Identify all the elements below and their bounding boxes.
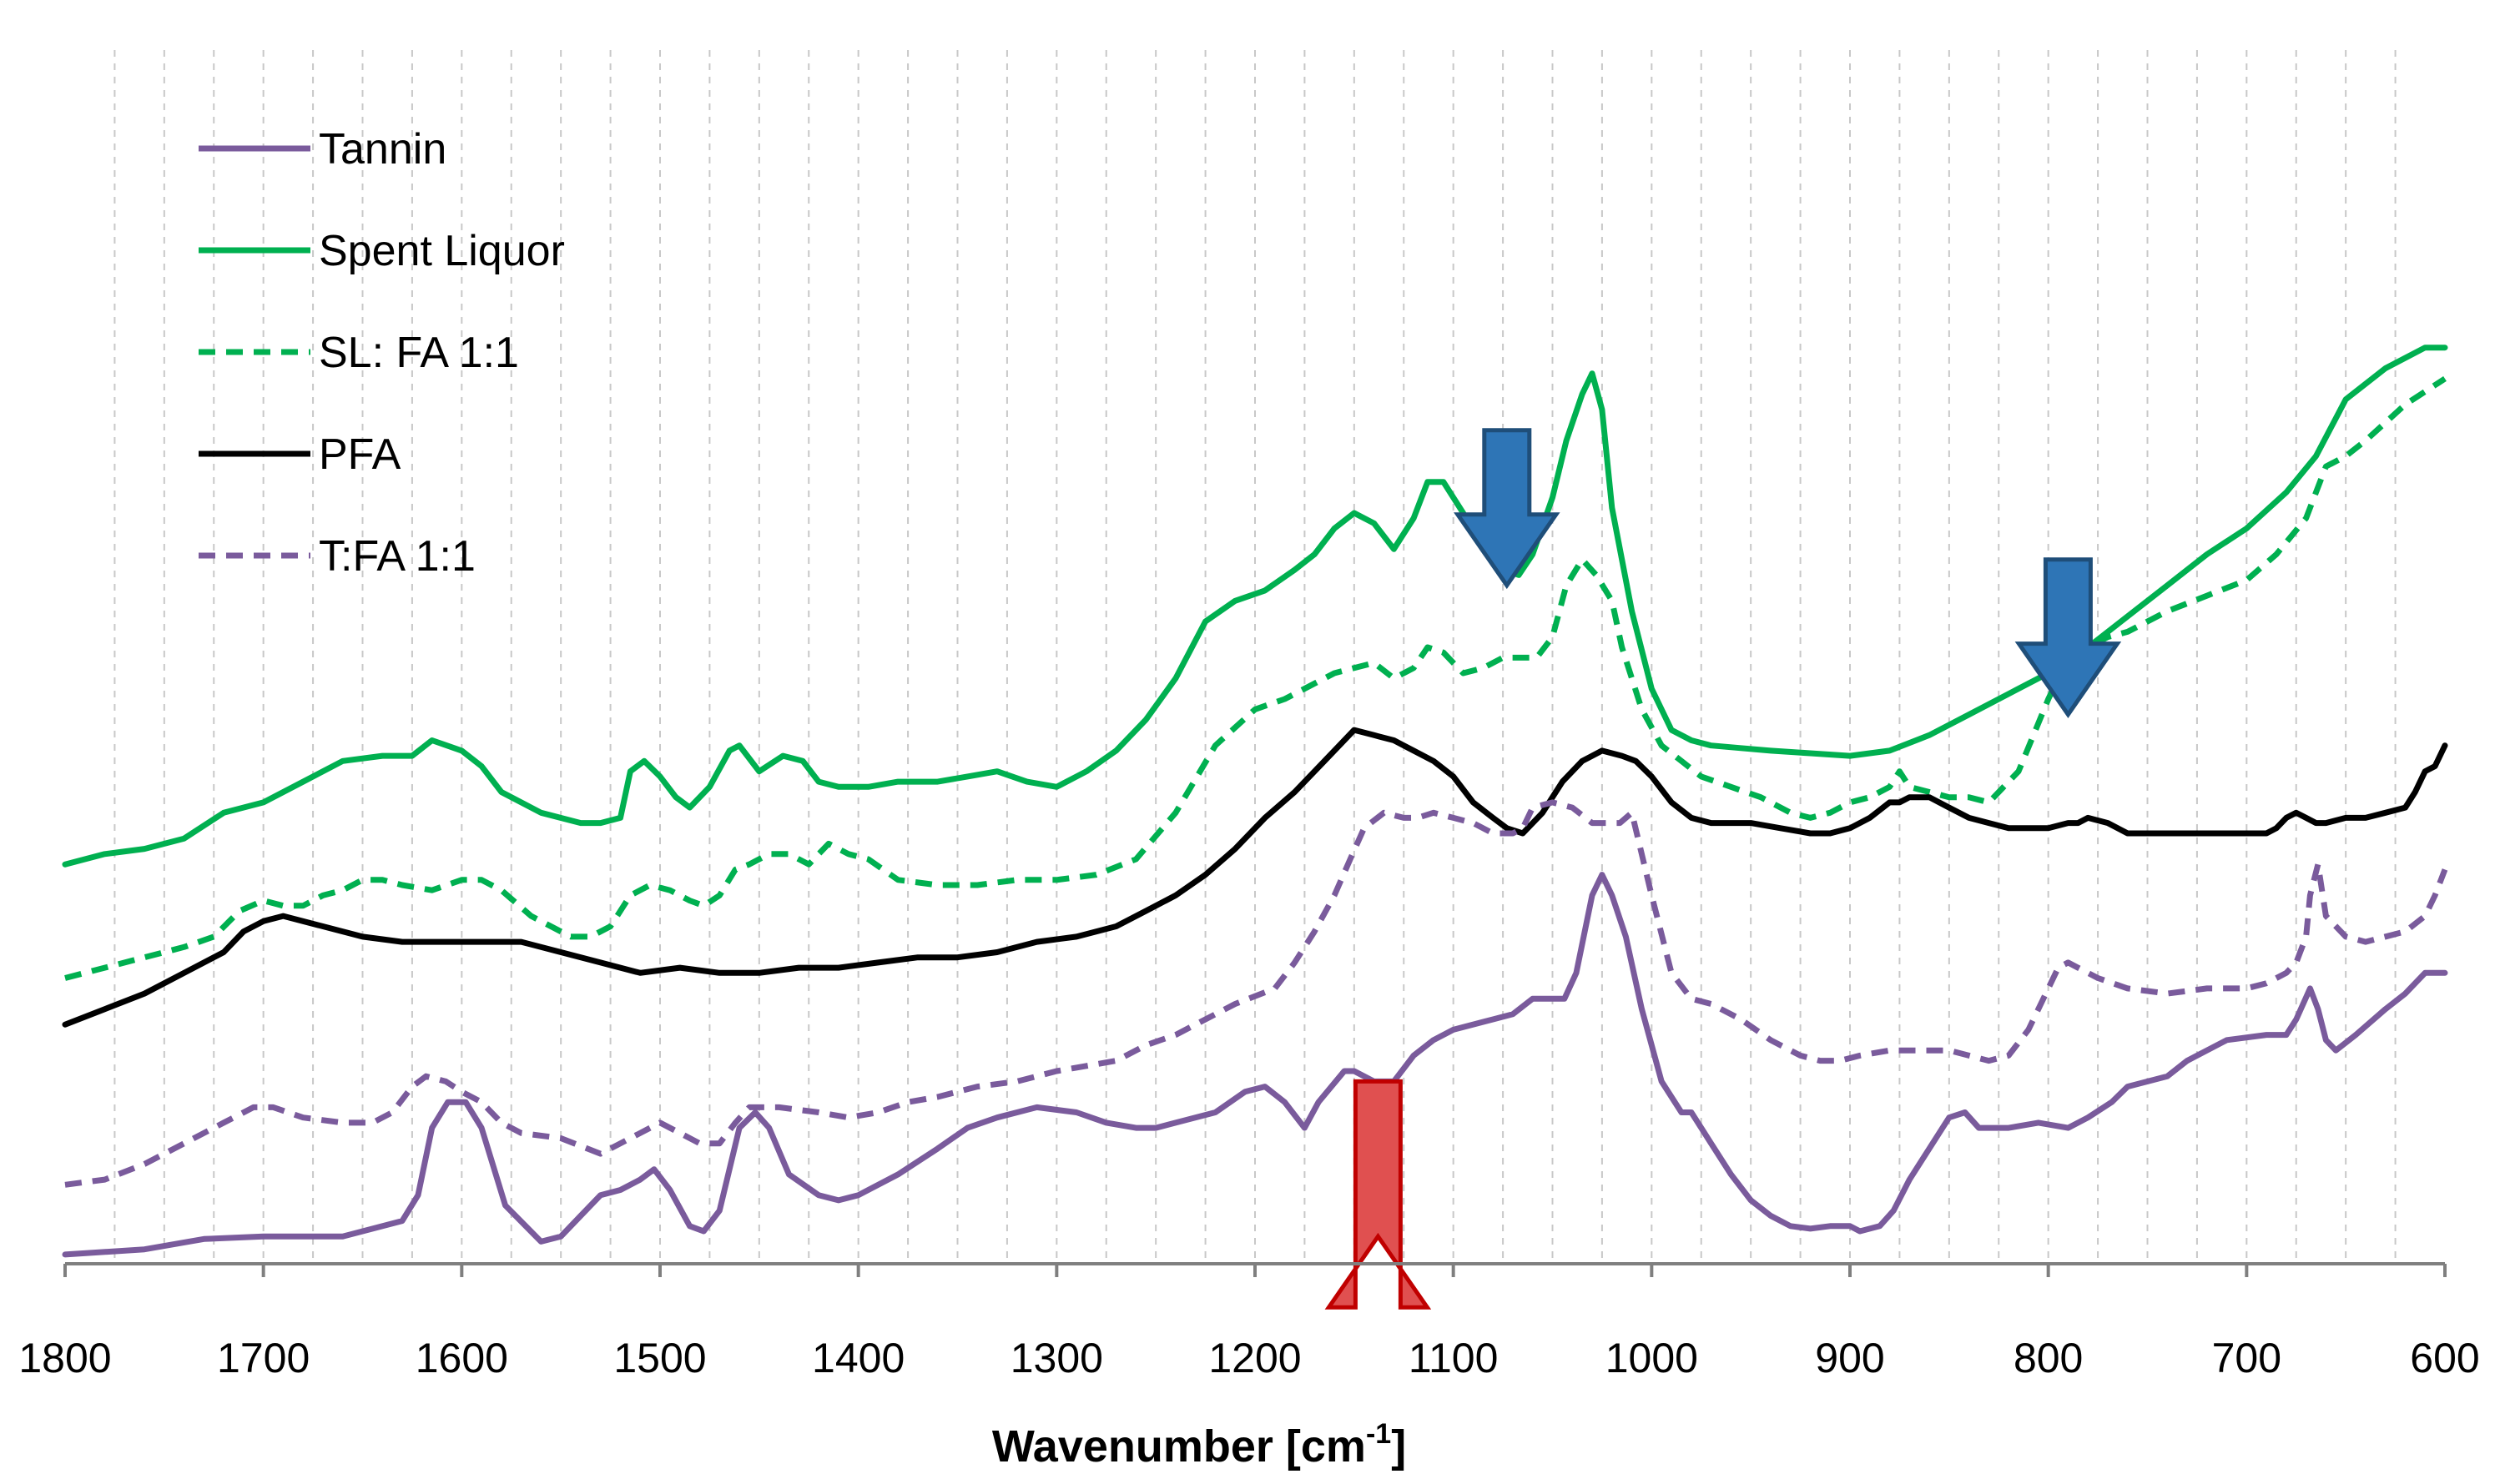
x-tick-label: 1400 (812, 1335, 905, 1381)
x-tick-label: 1200 (1208, 1335, 1301, 1381)
series-line-pfa (62, 727, 2448, 1028)
legend-label: SL: FA 1:1 (319, 329, 519, 377)
legend-label: Spent Liquor (319, 227, 565, 275)
x-tick-label: 900 (1815, 1335, 1884, 1381)
series-line-spent-liquor (62, 345, 2448, 868)
series-line-sl-fa-1-1 (64, 375, 2447, 981)
x-tick-label: 800 (2014, 1335, 2083, 1381)
series-line-tannin (62, 872, 2448, 1258)
vertical-gridlines (113, 50, 2397, 1264)
x-tick-label: 1800 (18, 1335, 111, 1381)
x-tick-label: 700 (2212, 1335, 2281, 1381)
x-tick-label: 1100 (1409, 1335, 1499, 1381)
legend-label: PFA (319, 430, 401, 479)
spectra-series (62, 345, 2448, 1258)
x-tick-label: 1000 (1605, 1335, 1698, 1381)
x-tick-label: 1300 (1011, 1335, 1103, 1381)
x-axis-ticks: 1800 1700 1600 1500 1400 1300 1200 1100 1000 900 8… (18, 1264, 2480, 1381)
blue-down-arrow (1454, 428, 1560, 590)
annotation-arrows (1324, 428, 2122, 1310)
x-tick-label: 1500 (613, 1335, 706, 1381)
x-tick-label: 600 (2410, 1335, 2479, 1381)
series-line-t-fa-1-1 (64, 799, 2448, 1188)
red-up-arrow (1324, 1079, 1432, 1310)
x-axis-title: Wavenumber [cm-1] (992, 1418, 1406, 1471)
legend-label: T:FA 1:1 (319, 532, 476, 581)
x-tick-label: 1700 (217, 1335, 310, 1381)
blue-down-arrow (2014, 557, 2122, 718)
legend: Tannin Spent Liquor SL: FA 1:1 PFA T:FA 1:1 (199, 125, 565, 581)
legend-label: Tannin (319, 125, 446, 174)
x-tick-label: 1600 (416, 1335, 508, 1381)
